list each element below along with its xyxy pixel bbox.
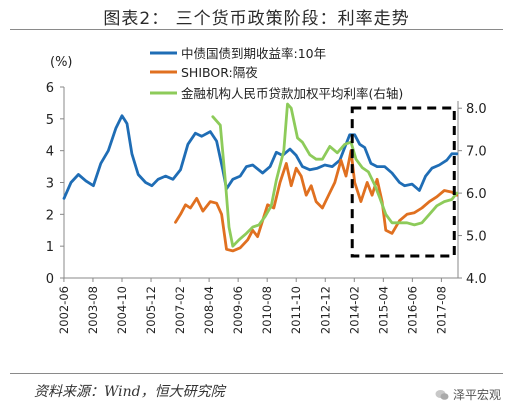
x-tick-label: 2008-04: [202, 286, 216, 334]
x-tick-label: 2007-02: [173, 286, 187, 334]
source-rule: [10, 373, 503, 374]
watermark: 泽平宏观: [435, 386, 501, 403]
y-left-tick-label: 1: [46, 240, 54, 255]
x-tick-label: 2017-08: [434, 286, 448, 334]
title-rule: [10, 29, 503, 30]
highlight-box: [350, 106, 456, 258]
legend-label-1: 中债国债到期收益率:10年: [181, 46, 326, 61]
x-tick-label: 2011-10: [289, 286, 303, 334]
y-right-tick-label: 6.0: [466, 187, 487, 202]
x-tick-label: 2010-08: [260, 286, 274, 334]
legend-label-2: SHIBOR:隔夜: [181, 65, 258, 80]
y-axis-left-label: (%): [50, 55, 73, 70]
y-left-tick-label: 4: [46, 145, 54, 160]
y-left-tick-label: 0: [46, 272, 54, 287]
y-left-tick-label: 6: [46, 81, 54, 96]
series-line-3: [211, 102, 459, 248]
y-left-tick-label: 3: [46, 177, 54, 192]
x-tick-label: 2003-08: [86, 286, 100, 334]
y-left-tick-label: 5: [46, 113, 54, 128]
y-right-tick-label: 5.0: [466, 230, 487, 245]
line-chart: (%) 0 1 2 3 4 5 6 4.0 5.0 6.0 7.0 8.0 2002-06 2003-08 2…: [46, 46, 487, 334]
x-tick-label: 2015-04: [376, 286, 390, 334]
x-tick-label: 2004-10: [115, 286, 129, 334]
y-right-tick-label: 7.0: [466, 145, 487, 160]
x-tick-label: 2016-06: [405, 286, 419, 334]
x-tick-label: 2012-12: [318, 286, 332, 334]
series-line-1: [62, 114, 459, 200]
legend-label-3: 金融机构人民币贷款加权平均利率(右轴): [181, 86, 403, 101]
y-left-tick-label: 2: [46, 208, 54, 223]
y-right-tick-label: 8.0: [466, 102, 487, 117]
x-tick-label: 2014-02: [347, 286, 361, 334]
series-line-2: [174, 149, 459, 253]
x-tick-label: 2005-12: [144, 286, 158, 334]
y-right-tick-label: 4.0: [466, 272, 487, 287]
chart-title: 图表2： 三个货币政策阶段：利率走势: [103, 9, 410, 29]
wechat-icon: [435, 389, 449, 401]
x-tick-label: 2002-06: [57, 286, 71, 334]
x-tick-label: 2009-06: [231, 286, 245, 334]
source-note: 资料来源：Wind，恒大研究院: [34, 384, 225, 400]
watermark-text: 泽平宏观: [452, 388, 501, 402]
